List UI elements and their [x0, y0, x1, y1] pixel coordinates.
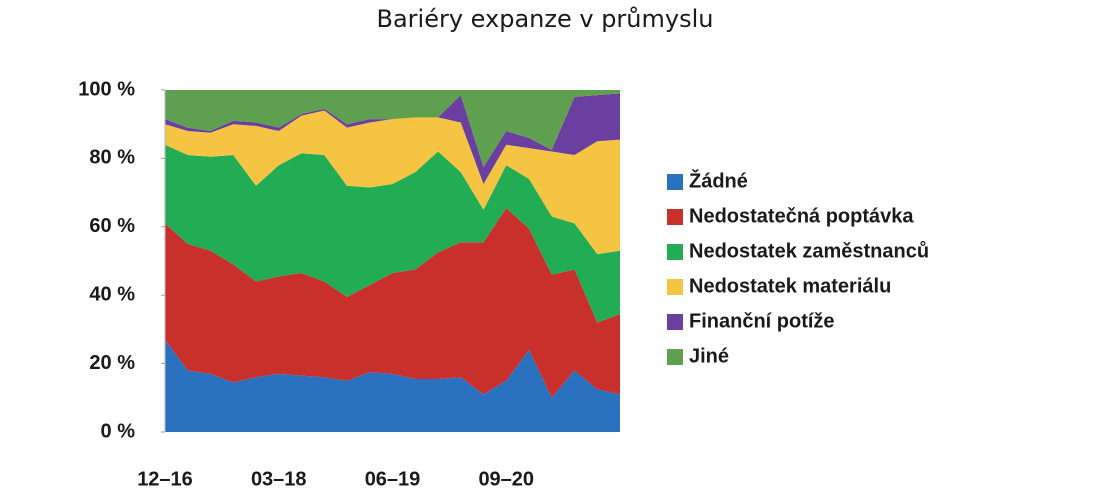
area — [165, 207, 620, 398]
area — [165, 339, 620, 432]
legend-label: Nedostatečná poptávka — [689, 205, 914, 227]
area — [165, 144, 620, 323]
legend-label: Jiné — [689, 345, 729, 367]
legend-label: Finanční potíže — [689, 310, 835, 332]
x-tick-label: 06–19 — [365, 468, 421, 490]
y-tick-label: 100 % — [78, 78, 135, 100]
legend-swatch — [667, 314, 683, 330]
chart-title: Bariéry expanze v průmyslu — [377, 5, 714, 33]
legend-swatch — [667, 174, 683, 190]
y-tick-label: 60 % — [89, 215, 135, 237]
legend-label: Nedostatek zaměstnanců — [689, 240, 929, 262]
legend-swatch — [667, 279, 683, 295]
y-tick-label: 20 % — [89, 352, 135, 374]
y-tick-label: 80 % — [89, 147, 135, 169]
legend-label: Žádné — [689, 168, 748, 192]
legend-swatch — [667, 349, 683, 365]
x-tick-label: 12–16 — [137, 468, 193, 490]
area — [165, 93, 620, 185]
legend-swatch — [667, 244, 683, 260]
x-tick-label: 09–20 — [478, 468, 534, 490]
legend-label: Nedostatek materiálu — [689, 275, 891, 297]
x-tick-label: 03–18 — [251, 468, 307, 490]
area — [165, 110, 620, 255]
legend-swatch — [667, 209, 683, 225]
area — [165, 90, 620, 167]
y-tick-label: 0 % — [101, 420, 136, 442]
y-tick-label: 40 % — [89, 283, 135, 305]
